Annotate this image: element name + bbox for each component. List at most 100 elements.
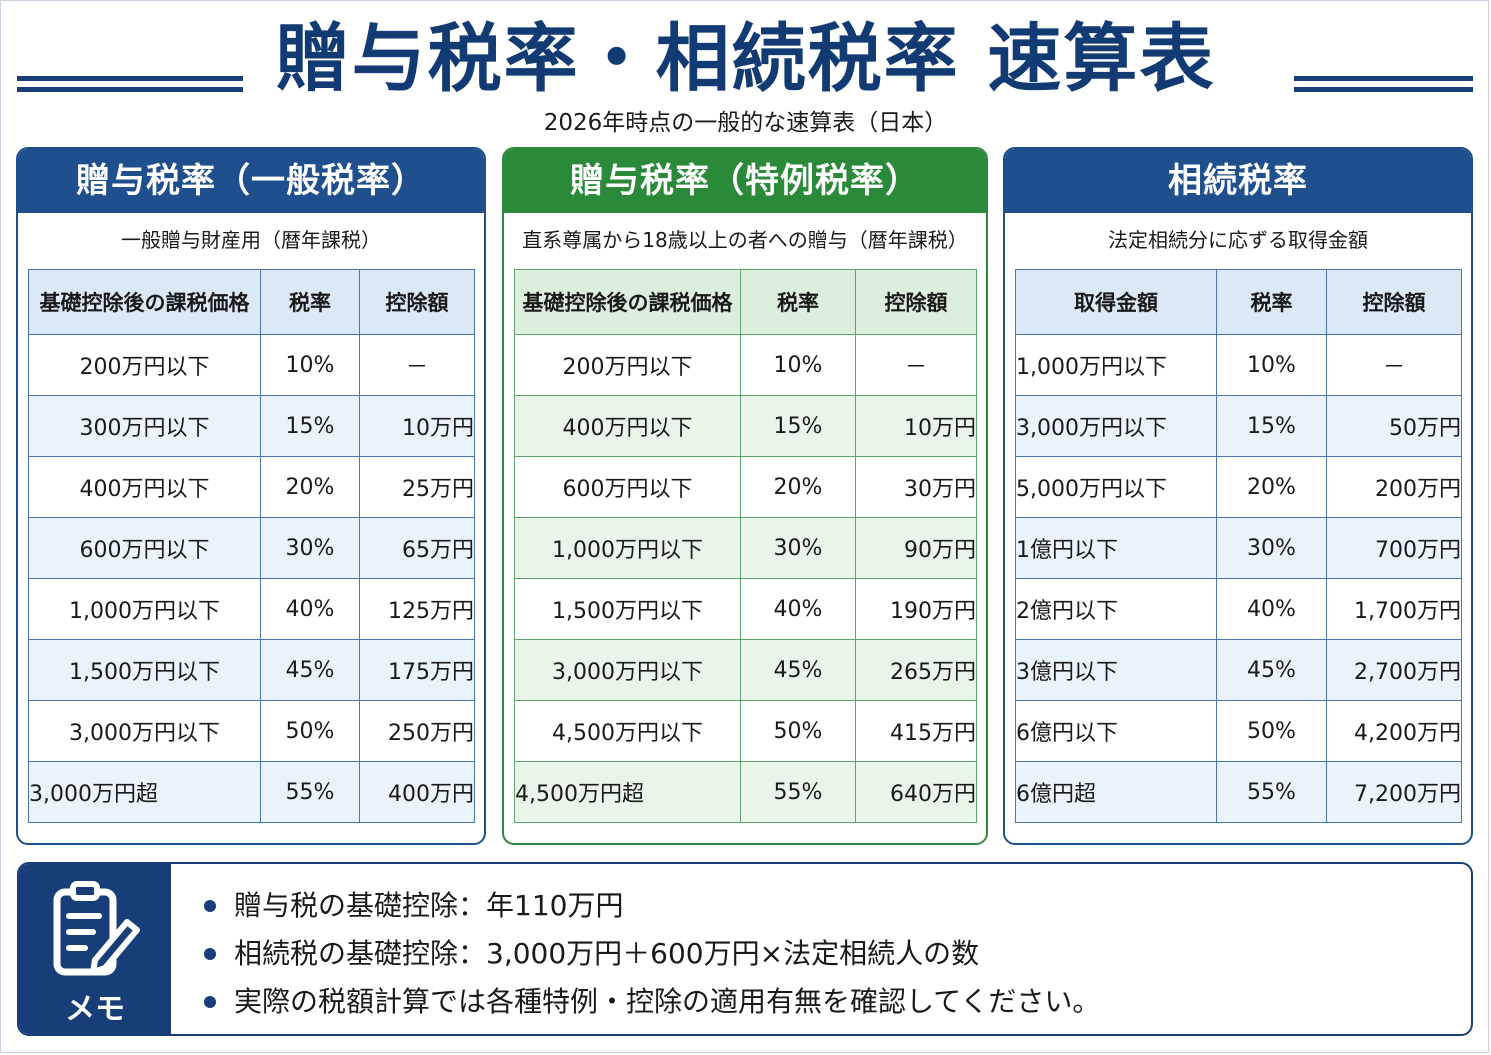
rate-table: 基礎控除後の課税価格 税率 控除額 200万円以下 10% － 400万円以下 15%… (514, 269, 977, 823)
column-header-rate: 税率 (1216, 269, 1327, 335)
memo-list: 贈与税の基礎控除：年110万円 相続税の基礎控除：3,000万円＋600万円×法… (204, 882, 1100, 1026)
cell-price: 1,500万円以下 (28, 639, 261, 701)
cell-rate: 10% (260, 334, 360, 396)
cell-deduction: 640万円 (855, 761, 977, 823)
memo-label: メモ (65, 992, 125, 1027)
table-row: 2億円以下 40% 1,700万円 (1015, 578, 1462, 640)
cell-rate: 20% (260, 456, 360, 518)
cell-rate: 50% (260, 700, 360, 762)
column-header-rate: 税率 (740, 269, 856, 335)
table-row: 300万円以下 15% 10万円 (28, 395, 475, 457)
cell-amount: 3億円以下 (1015, 639, 1217, 701)
table-row: 4,500万円以下 50% 415万円 (514, 700, 977, 762)
cell-deduction: 10万円 (855, 395, 977, 457)
cell-rate: 50% (740, 700, 856, 762)
column-header-deduction: 控除額 (359, 269, 475, 335)
clipboard-pencil-icon (53, 881, 140, 976)
cell-deduction: 90万円 (855, 517, 977, 579)
cell-price: 3,000万円以下 (28, 700, 261, 762)
memo-text: 相続税の基礎控除：3,000万円＋600万円×法定相続人の数 (234, 937, 980, 970)
table-header-row: 基礎控除後の課税価格 税率 控除額 (514, 269, 977, 335)
table-row: 600万円以下 20% 30万円 (514, 456, 977, 518)
table-row: 1億円以下 30% 700万円 (1015, 517, 1462, 579)
cell-deduction: 50万円 (1326, 395, 1462, 457)
table-row: 3,000万円超 55% 400万円 (28, 761, 475, 823)
cell-rate: 30% (740, 517, 856, 579)
cell-rate: 40% (260, 578, 360, 640)
panel-subtitle: 法定相続分に応ずる取得金額 (1108, 228, 1368, 252)
table-row: 1,000万円以下 40% 125万円 (28, 578, 475, 640)
cell-deduction: － (359, 334, 475, 396)
cell-rate: 50% (1216, 700, 1327, 762)
table-row: 400万円以下 15% 10万円 (514, 395, 977, 457)
table-row: 6億円超 55% 7,200万円 (1015, 761, 1462, 823)
table-row: 1,000万円以下 10% － (1015, 334, 1462, 396)
cell-amount: 5,000万円以下 (1015, 456, 1217, 518)
cell-deduction: 400万円 (359, 761, 475, 823)
cell-deduction: 30万円 (855, 456, 977, 518)
cell-price: 400万円以下 (28, 456, 261, 518)
cell-price: 1,500万円以下 (514, 578, 741, 640)
table-row: 1,000万円以下 30% 90万円 (514, 517, 977, 579)
panel-gift-tax-general: 贈与税率（一般税率） 一般贈与財産用（暦年課税） 基礎控除後の課税価格 税率 控… (16, 147, 486, 845)
list-item: 贈与税の基礎控除：年110万円 (204, 882, 1100, 930)
cell-amount: 1,000万円以下 (1015, 334, 1217, 396)
cell-deduction: 250万円 (359, 700, 475, 762)
page-title: 贈与税率・相続税率 速算表 (275, 16, 1216, 102)
bullet-icon (204, 948, 216, 960)
table-row: 200万円以下 10% － (28, 334, 475, 396)
table-row: 1,500万円以下 40% 190万円 (514, 578, 977, 640)
cell-price: 200万円以下 (28, 334, 261, 396)
cell-price: 3,000万円超 (28, 761, 261, 823)
cell-rate: 45% (260, 639, 360, 701)
panel-gift-tax-special: 贈与税率（特例税率） 直系尊属から18歳以上の者への贈与（暦年課税） 基礎控除後… (502, 147, 988, 845)
cell-amount: 3,000万円以下 (1015, 395, 1217, 457)
cell-deduction: 190万円 (855, 578, 977, 640)
cell-amount: 6億円以下 (1015, 700, 1217, 762)
cell-deduction: 700万円 (1326, 517, 1462, 579)
rate-table: 基礎控除後の課税価格 税率 控除額 200万円以下 10% － 300万円以下 15%… (28, 269, 475, 823)
cell-rate: 40% (740, 578, 856, 640)
cell-rate: 15% (260, 395, 360, 457)
cell-price: 1,000万円以下 (514, 517, 741, 579)
cell-deduction: 125万円 (359, 578, 475, 640)
cell-rate: 10% (1216, 334, 1327, 396)
panel-title: 相続税率 (1005, 149, 1471, 213)
bullet-icon (204, 996, 216, 1008)
cell-price: 4,500万円以下 (514, 700, 741, 762)
cell-deduction: － (855, 334, 977, 396)
memo-text: 実際の税額計算では各種特例・控除の適用有無を確認してください。 (234, 985, 1101, 1018)
panel-subtitle: 直系尊属から18歳以上の者への贈与（暦年課税） (522, 228, 968, 252)
panel-title: 贈与税率（特例税率） (504, 149, 986, 213)
table-row: 1,500万円以下 45% 175万円 (28, 639, 475, 701)
table-row: 3,000万円以下 45% 265万円 (514, 639, 977, 701)
panel-inheritance-tax: 相続税率 法定相続分に応ずる取得金額 取得金額 税率 控除額 1,000万円以下… (1003, 147, 1473, 845)
panel-subtitle: 一般贈与財産用（暦年課税） (121, 228, 381, 252)
cell-deduction: 2,700万円 (1326, 639, 1462, 701)
memo-text: 贈与税の基礎控除：年110万円 (234, 889, 624, 922)
column-header-deduction: 控除額 (855, 269, 977, 335)
cell-rate: 30% (260, 517, 360, 579)
cell-deduction: 65万円 (359, 517, 475, 579)
column-header-deduction: 控除額 (1326, 269, 1462, 335)
cell-rate: 45% (1216, 639, 1327, 701)
cell-rate: 40% (1216, 578, 1327, 640)
cell-rate: 55% (260, 761, 360, 823)
cell-deduction: － (1326, 334, 1462, 396)
table-row: 3億円以下 45% 2,700万円 (1015, 639, 1462, 701)
cell-rate: 10% (740, 334, 856, 396)
cell-deduction: 175万円 (359, 639, 475, 701)
table-row: 3,000万円以下 15% 50万円 (1015, 395, 1462, 457)
cell-rate: 55% (1216, 761, 1327, 823)
column-header-price: 基礎控除後の課税価格 (514, 269, 741, 335)
table-row: 200万円以下 10% － (514, 334, 977, 396)
cell-deduction: 415万円 (855, 700, 977, 762)
cell-deduction: 200万円 (1326, 456, 1462, 518)
bullet-icon (204, 900, 216, 912)
cell-deduction: 4,200万円 (1326, 700, 1462, 762)
cell-amount: 6億円超 (1015, 761, 1217, 823)
table-header-row: 取得金額 税率 控除額 (1015, 269, 1462, 335)
list-item: 相続税の基礎控除：3,000万円＋600万円×法定相続人の数 (204, 930, 1100, 978)
column-header-rate: 税率 (260, 269, 360, 335)
